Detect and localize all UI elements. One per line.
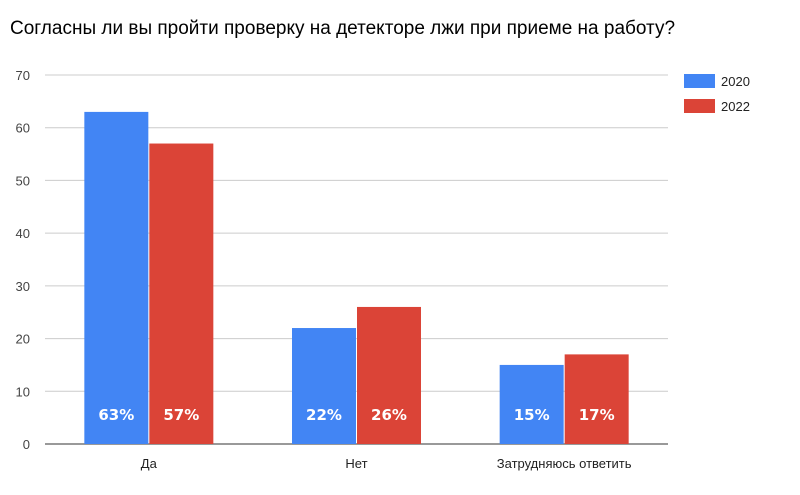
y-tick-label: 30 [16,279,30,294]
y-tick-label: 10 [16,384,30,399]
data-label: 63% [98,406,134,424]
x-category-label: Да [141,456,158,471]
grid-lines [45,74,668,445]
data-label: 15% [514,406,550,424]
y-tick-label: 70 [16,68,30,83]
bar-2020-0 [84,111,149,445]
x-category-label: Нет [345,456,367,471]
y-tick-label: 0 [23,437,30,452]
x-axis-categories: Да Нет Затрудняюсь ответить [141,456,632,471]
y-tick-label: 50 [16,173,30,188]
data-label: 26% [371,406,407,424]
data-label: 17% [579,406,615,424]
y-tick-label: 20 [16,332,30,347]
data-labels: 63% 57% 22% 26% 15% 17% [98,406,614,424]
chart-title: Согласны ли вы пройти проверку на детект… [10,18,676,39]
bar-2022-2 [564,354,629,444]
data-label: 22% [306,406,342,424]
bar-2022-1 [357,306,421,444]
y-axis-ticks: 0 10 20 30 40 50 60 70 [16,68,30,452]
legend-swatch-2020 [684,74,715,88]
y-tick-label: 60 [16,121,30,136]
legend-swatch-2022 [684,99,715,113]
bar-2020-1 [292,328,356,444]
bar-2020-2 [499,364,564,444]
data-label: 57% [163,406,199,424]
bars [84,111,629,445]
bar-2022-0 [149,143,214,444]
legend-label: 2020 [721,74,750,89]
x-category-label: Затрудняюсь ответить [497,456,632,471]
y-tick-label: 40 [16,226,30,241]
legend: 2020 2022 [684,74,750,114]
legend-label: 2022 [721,99,750,114]
